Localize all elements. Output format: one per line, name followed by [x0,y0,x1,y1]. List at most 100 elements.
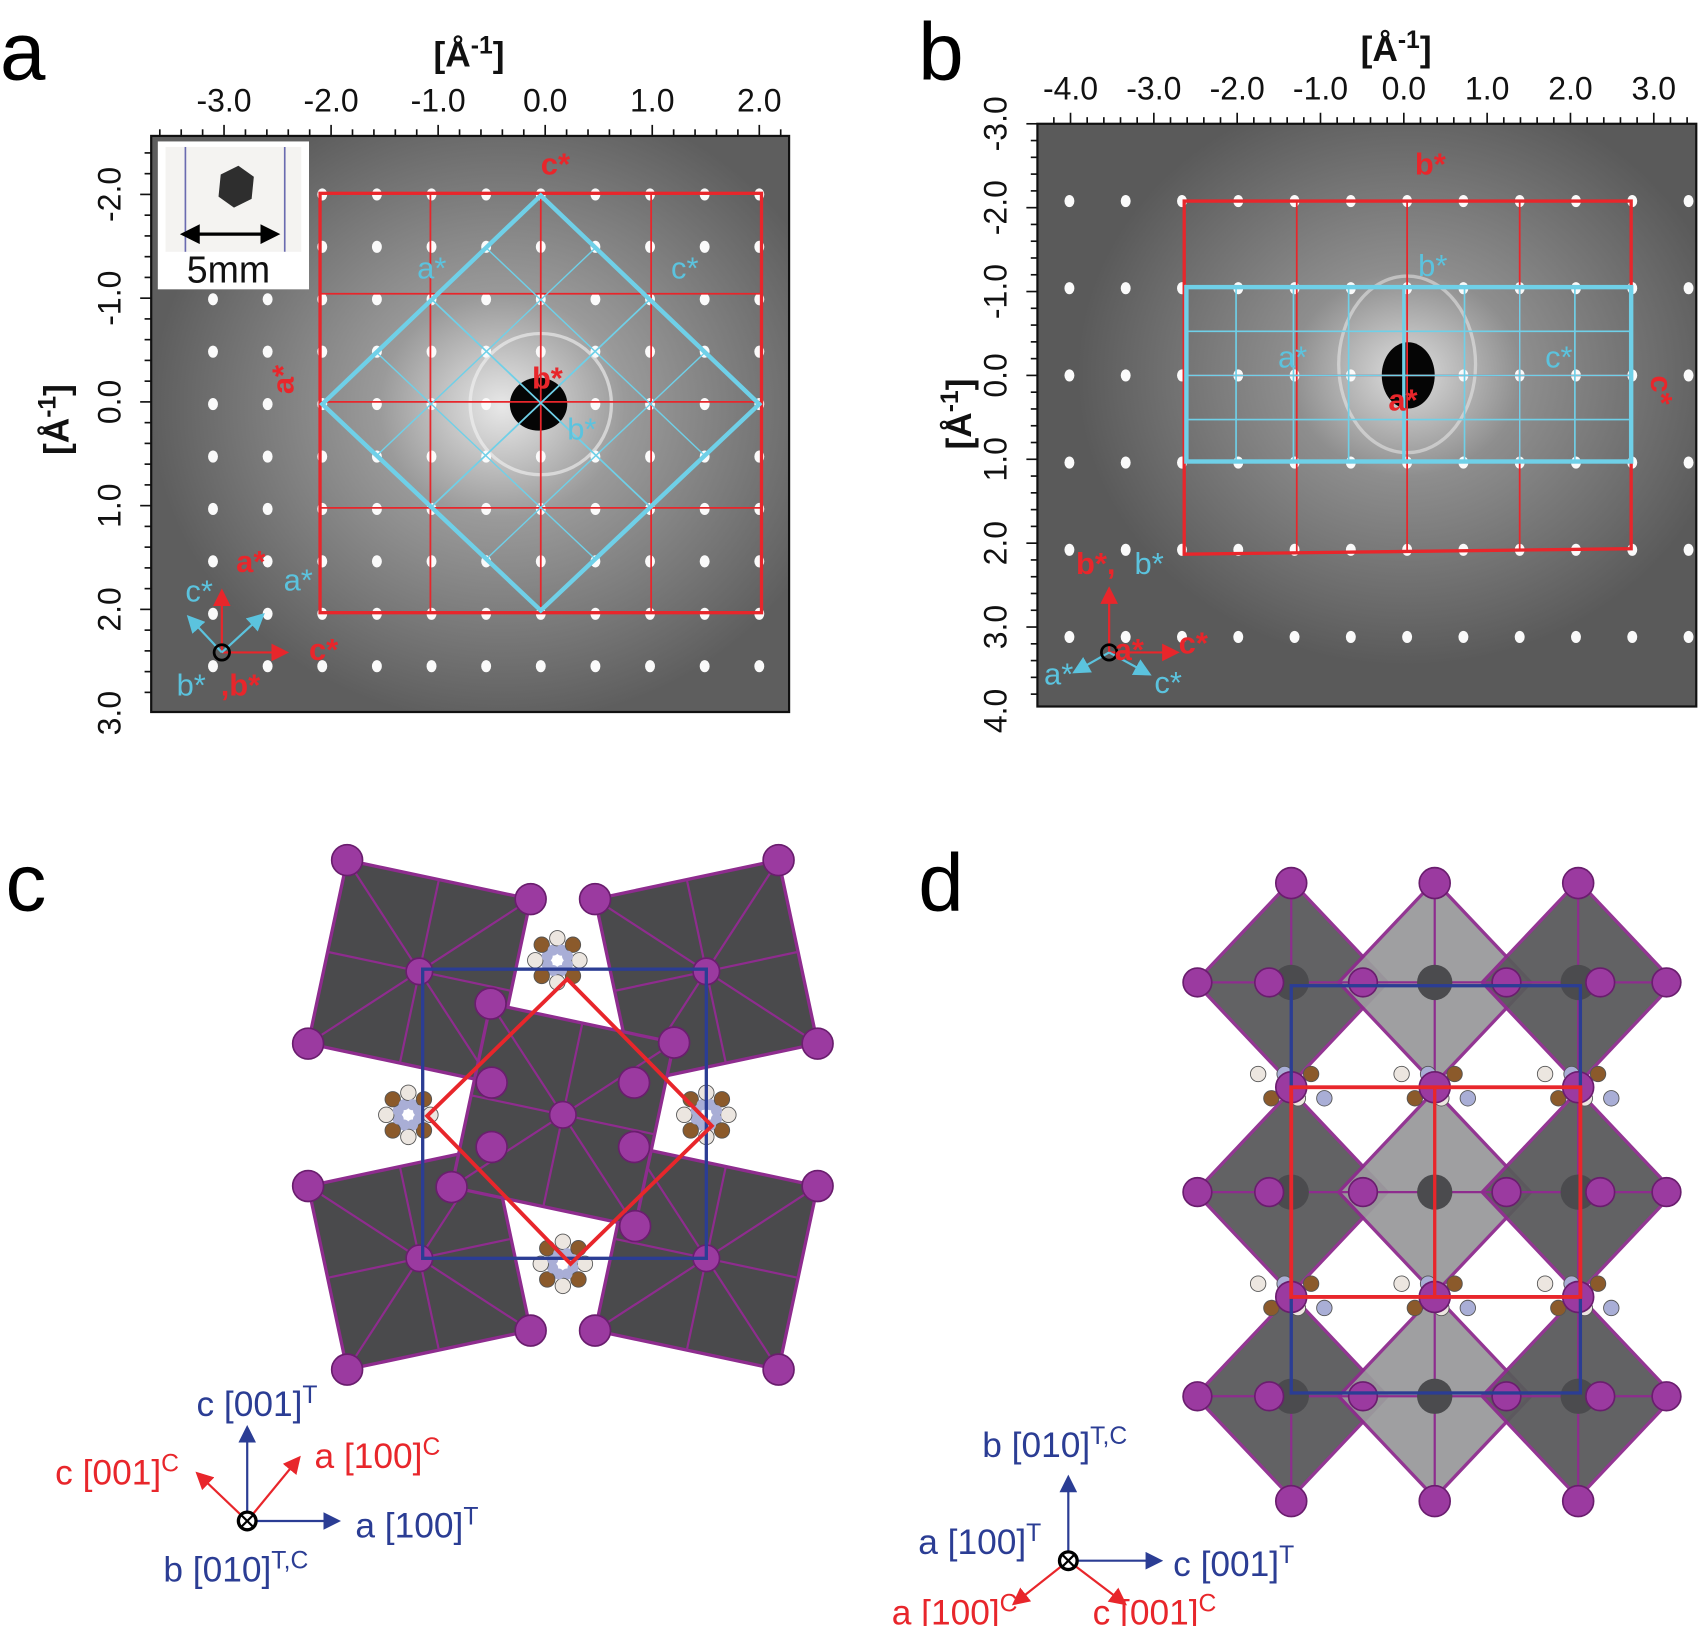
atom [548,1100,577,1129]
arrow [246,1455,301,1522]
atom [1182,1176,1213,1208]
text-part: a [100] [355,1507,463,1546]
spot [699,555,710,568]
organic-atom [400,1084,417,1101]
organic-atom [720,1106,737,1124]
axis-label: a [100]C [315,1434,441,1477]
axis-label: b [010]T,C [982,1422,1127,1465]
organic-atom [1393,1065,1410,1083]
spot [208,660,218,673]
organic-atom [1603,1090,1620,1107]
annotation: b* [1418,248,1447,283]
spot [1683,456,1694,469]
spot [371,660,382,673]
organic-atom [1263,1299,1280,1317]
annotation: c* [671,250,698,285]
grid-line [430,298,651,508]
organic-atom [527,952,544,969]
metal-atom [1273,964,1309,1001]
spot [481,502,492,516]
organic-atom [676,1106,693,1124]
axis-label: c [001]C [55,1450,179,1493]
metal-atom [1273,1378,1309,1414]
organic-atom [1536,1275,1554,1292]
organic-atom [384,1122,401,1139]
y-tick-label: 1.0 [91,483,127,527]
spot [1683,543,1694,556]
atom [1347,1381,1379,1412]
annotation: c* [1154,665,1181,700]
spot [481,660,492,673]
spot [481,293,492,306]
spot [208,450,218,463]
metal-atom [1417,964,1453,1001]
atom [1491,1176,1522,1208]
annotation: a* [1115,632,1144,667]
spot [426,660,437,673]
organic-atom [561,1268,573,1280]
superscript: -1 [1398,26,1420,53]
y-tick-label: -1.0 [91,271,127,326]
x-tick-label: 0.0 [1382,71,1426,107]
spot [208,502,218,516]
annotation: a* [1044,656,1073,691]
organic-atom [541,958,553,971]
atom [1253,1381,1285,1412]
atom [330,1353,364,1386]
superscript: T [1279,1542,1294,1569]
grid-lines [1186,287,1632,462]
organic-atom [1249,1065,1267,1083]
spot [535,660,546,673]
atom [1585,1381,1616,1412]
spot [481,398,492,411]
organic-atom [713,1122,731,1139]
spot [590,398,601,411]
annotation: a* [266,365,301,394]
spot [371,240,382,253]
crystal-structure [1182,866,1682,1518]
text-part: c [001] [1173,1545,1279,1584]
atom [617,1066,651,1099]
axis-labels: b [010]T,Ca [100]Tc [001]Ta [100]C c [001… [892,1422,1295,1626]
superscript: C [161,1450,179,1477]
y-tick-label: -3.0 [978,96,1014,151]
superscript: C [1000,1590,1018,1617]
atom [1274,866,1308,900]
spot [1120,194,1131,208]
organic-atom [1302,1275,1320,1292]
organic-atom [571,952,588,969]
superscript: T,C [271,1547,308,1574]
spot [699,293,710,306]
x-tick-label: -2.0 [304,83,359,119]
organic-atom [1589,1275,1607,1292]
spot [590,293,601,306]
atom [1253,1176,1285,1208]
organic-atom [384,1091,401,1108]
x-tick-label: -2.0 [1210,71,1265,107]
atom [1274,1484,1308,1518]
annotations: c* a* b* a* c* b* a* c* a* c* b* ,b* [177,147,699,703]
spot [754,660,765,673]
annotation: ,b* [221,667,260,702]
atom [1253,967,1285,998]
metal-atom [1560,1378,1596,1414]
annotation: a* [1388,383,1417,418]
spot [371,555,382,568]
atom [514,882,547,916]
atom [801,1169,834,1203]
organic-atom [713,1091,731,1108]
spot [645,450,656,463]
atom [475,1130,508,1164]
spot [262,293,273,306]
panel-label: a [0,7,46,98]
spot [1683,282,1694,295]
atom [514,1314,547,1347]
text-part: [Å [939,412,979,449]
grid-line [485,246,706,457]
organic-atom [1406,1299,1424,1317]
atom [1418,866,1451,900]
organic-atom [398,1099,410,1111]
spot [1120,456,1131,469]
text-part: c [001] [196,1385,302,1424]
